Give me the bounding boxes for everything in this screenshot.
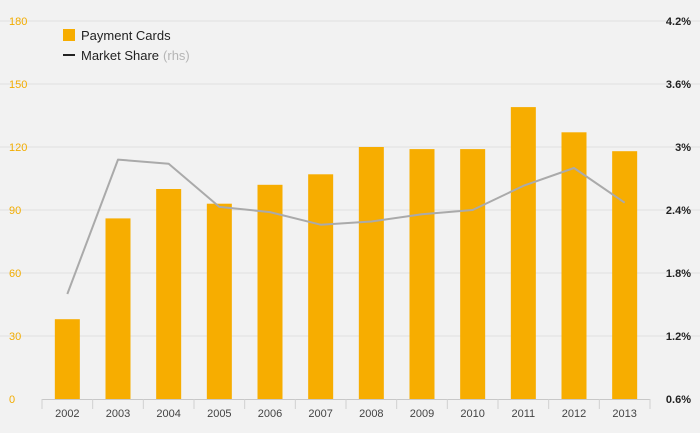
bar	[358, 147, 384, 399]
y-right-tick-label: 1.2%	[666, 331, 691, 343]
y-right-tick-label: 0.6%	[666, 394, 691, 406]
bar	[460, 149, 486, 399]
x-tick-label: 2008	[359, 408, 383, 420]
bar	[612, 151, 638, 399]
y-left-tick-label: 150	[9, 79, 27, 91]
market-share-line	[66, 158, 626, 295]
x-tick-label: 2003	[106, 408, 130, 420]
x-tick-label: 2007	[308, 408, 332, 420]
y-left-tick-label: 180	[9, 16, 27, 28]
x-tick-label: 2004	[156, 408, 180, 420]
legend: Payment Cards Market Share (rhs)	[63, 28, 190, 63]
gridlines	[0, 20, 700, 337]
x-tick-label: 2012	[562, 408, 586, 420]
y-right-tick-label: 3.6%	[666, 79, 691, 91]
y-right-tick-label: 3%	[675, 142, 691, 154]
bar	[54, 319, 80, 399]
y-right-tick-label: 1.8%	[666, 268, 691, 280]
bar	[308, 174, 334, 399]
y-left-tick-label: 60	[9, 268, 21, 280]
x-tick-label: 2005	[207, 408, 231, 420]
svg-text:Market Share(rhs): Market Share (rhs)	[81, 48, 190, 63]
y-left-tick-label: 120	[9, 142, 27, 154]
bar	[257, 184, 283, 399]
x-tick-label: 2011	[512, 408, 536, 420]
y-left-tick-label: 30	[9, 331, 21, 343]
y-right-tick-label: 4.2%	[666, 16, 691, 28]
bar	[105, 218, 131, 399]
bar	[156, 189, 182, 399]
legend-label-market-share: Market Share	[81, 48, 159, 63]
y-right-tick-label: 2.4%	[666, 205, 691, 217]
bar	[510, 107, 536, 399]
bar	[561, 132, 587, 400]
legend-label-rhs-note: (rhs)	[163, 48, 190, 63]
y-left-tick-label: 0	[9, 394, 15, 406]
bar	[206, 203, 232, 399]
line-series-market-share	[66, 158, 626, 295]
x-tick-label: 2002	[55, 408, 79, 420]
axes: 0 30 60 90 120 150 180 0.6% 1.2% 1.8% 2.4% 3% 3.6% 4.…	[9, 16, 691, 420]
legend-label-payment-cards: Payment Cards	[81, 28, 171, 43]
legend-swatch-payment-cards	[63, 29, 75, 41]
x-tick-label: 2006	[258, 408, 282, 420]
x-tick-label: 2013	[612, 408, 636, 420]
x-tick-label: 2009	[410, 408, 434, 420]
bar	[409, 149, 435, 399]
y-left-tick-label: 90	[9, 205, 21, 217]
bar-series-payment-cards	[54, 107, 638, 400]
x-tick-label: 2010	[460, 408, 484, 420]
